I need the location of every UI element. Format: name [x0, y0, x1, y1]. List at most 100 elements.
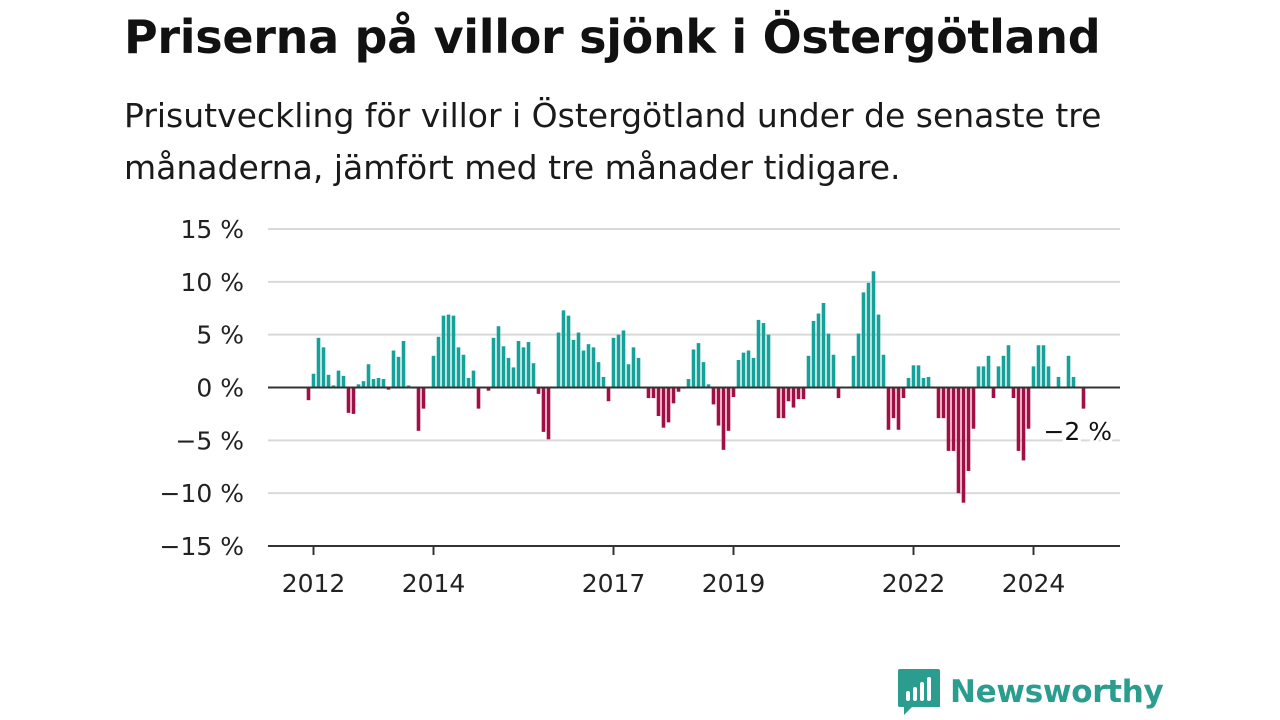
- bar-negative: [946, 387, 951, 451]
- bar-negative: [956, 387, 961, 494]
- bar-positive: [816, 313, 821, 388]
- bar-positive: [976, 366, 981, 388]
- bar-negative: [1081, 387, 1086, 409]
- bar-positive: [591, 347, 596, 388]
- bar-negative: [801, 387, 806, 400]
- y-tick-label: 15 %: [180, 215, 244, 244]
- bar-positive: [461, 354, 466, 388]
- y-tick-label: 10 %: [180, 268, 244, 297]
- bar-negative: [1021, 387, 1026, 461]
- bar-positive: [631, 347, 636, 388]
- bar-positive: [331, 385, 336, 388]
- bar-positive: [531, 363, 536, 388]
- bar-positive: [1001, 355, 1006, 388]
- y-tick-label: 5 %: [196, 321, 244, 350]
- bar-positive: [921, 377, 926, 388]
- bar-positive: [391, 350, 396, 388]
- bar-positive: [1066, 355, 1071, 388]
- bar-negative: [1026, 387, 1031, 429]
- bar-negative: [656, 387, 661, 417]
- bar-positive: [736, 360, 741, 388]
- bar-negative: [421, 387, 426, 409]
- data-bars: [306, 271, 1086, 503]
- bar-negative: [716, 387, 721, 426]
- bar-positive: [321, 347, 326, 388]
- bar-positive: [761, 323, 766, 388]
- bar-positive: [1041, 345, 1046, 388]
- bar-positive: [341, 375, 346, 388]
- bar-positive: [571, 339, 576, 388]
- bar-negative: [971, 387, 976, 429]
- bar-negative: [951, 387, 956, 451]
- bar-negative: [476, 387, 481, 409]
- bar-positive: [601, 376, 606, 388]
- bar-positive: [526, 342, 531, 388]
- y-axis-tick-labels: 15 % 10 % 5 % 0 % −5 % −10 % −15 %: [160, 215, 244, 561]
- bar-positive: [851, 355, 856, 388]
- bar-positive: [621, 330, 626, 388]
- bar-negative: [711, 387, 716, 405]
- bar-positive: [986, 355, 991, 388]
- bar-positive: [746, 350, 751, 388]
- bar-positive: [1071, 376, 1076, 388]
- bar-negative: [786, 387, 791, 402]
- bar-positive: [441, 315, 446, 388]
- bar-negative: [896, 387, 901, 430]
- bar-positive: [406, 385, 411, 388]
- grid-lines: [268, 228, 1120, 495]
- bar-positive: [701, 362, 706, 388]
- bar-positive: [501, 346, 506, 388]
- x-tick-label: 2014: [402, 569, 466, 598]
- bar-positive: [821, 302, 826, 388]
- bar-positive: [856, 333, 861, 388]
- bar-negative: [386, 387, 391, 390]
- bar-positive: [1036, 345, 1041, 388]
- bar-positive: [471, 370, 476, 388]
- bar-negative: [796, 387, 801, 400]
- bar-positive: [916, 365, 921, 388]
- bar-positive: [1046, 366, 1051, 388]
- bar-negative: [651, 387, 656, 399]
- x-tick-label: 2022: [882, 569, 946, 598]
- chart-title: Priserna på villor sjönk i Östergötland: [124, 10, 1101, 64]
- bar-negative: [961, 387, 966, 503]
- bar-positive: [431, 355, 436, 388]
- bar-positive: [356, 384, 361, 388]
- bar-negative: [991, 387, 996, 399]
- bar-negative: [891, 387, 896, 419]
- bar-negative: [671, 387, 676, 404]
- bar-positive: [981, 366, 986, 388]
- y-tick-label: −10 %: [160, 479, 244, 508]
- bar-positive: [831, 354, 836, 388]
- x-axis-ticks: 2012 2014 2017 2019 2022 2024: [282, 546, 1065, 598]
- bar-negative: [416, 387, 421, 431]
- bar-negative: [666, 387, 671, 423]
- x-tick-label: 2017: [582, 569, 646, 598]
- bar-positive: [586, 344, 591, 388]
- bar-positive: [806, 355, 811, 388]
- bar-negative: [836, 387, 841, 399]
- bar-positive: [881, 354, 886, 388]
- bar-negative: [966, 387, 971, 471]
- y-tick-label: 0 %: [196, 374, 244, 403]
- bar-positive: [336, 370, 341, 388]
- bar-negative: [606, 387, 611, 402]
- bar-positive: [496, 326, 501, 388]
- bar-positive: [756, 319, 761, 388]
- bar-positive: [521, 347, 526, 388]
- bar-positive: [371, 379, 376, 388]
- bar-positive: [706, 384, 711, 388]
- bar-negative: [351, 387, 356, 414]
- bar-positive: [561, 310, 566, 388]
- bar-negative: [541, 387, 546, 432]
- bar-negative: [941, 387, 946, 419]
- bar-positive: [436, 336, 441, 388]
- bar-negative: [721, 387, 726, 450]
- bar-positive: [636, 357, 641, 388]
- bar-positive: [366, 364, 371, 388]
- bar-negative: [781, 387, 786, 419]
- bar-negative: [901, 387, 906, 399]
- bar-positive: [401, 341, 406, 388]
- bar-positive: [626, 364, 631, 388]
- bar-negative: [1011, 387, 1016, 399]
